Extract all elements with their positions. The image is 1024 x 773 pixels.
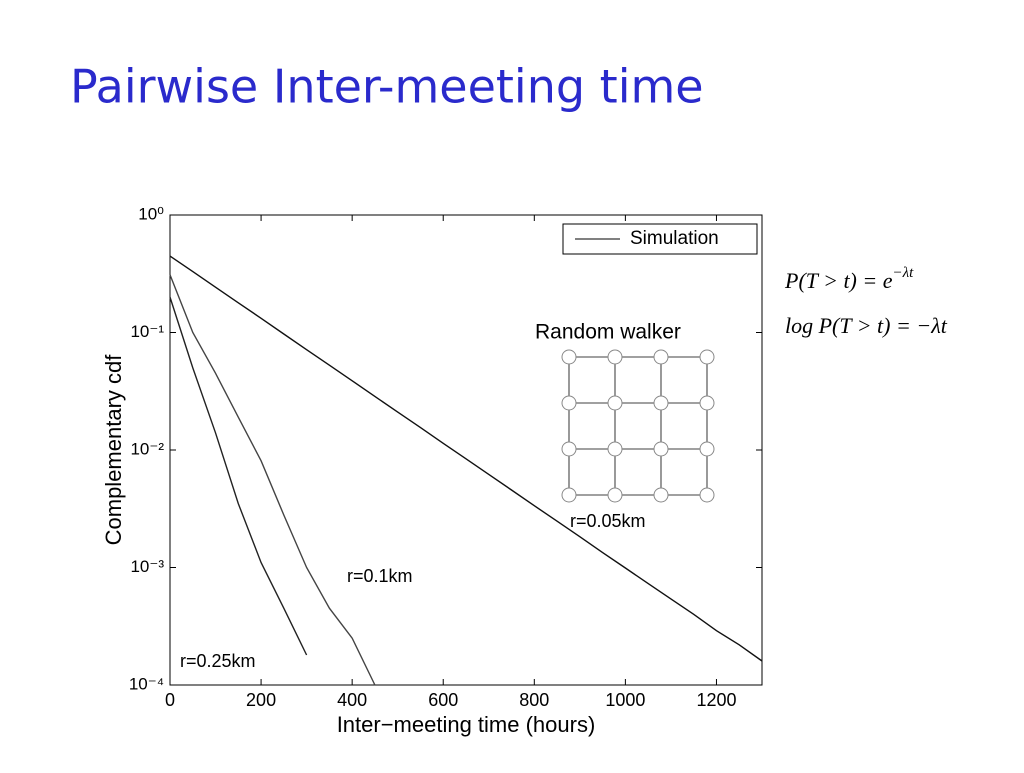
series-line (169, 255, 763, 662)
inset-title: Random walker (535, 321, 681, 344)
formula-base: P(T > t) = e (784, 268, 893, 293)
grid-node (607, 487, 623, 503)
grid-node (699, 441, 715, 457)
formula: log P(T > t) = −λt (785, 313, 948, 338)
series-line (169, 296, 308, 656)
series-label: r=0.05km (570, 511, 646, 531)
formula: P(T > t) = e−λt (784, 265, 914, 293)
grid-node (607, 349, 623, 365)
x-tick-label: 200 (246, 690, 276, 710)
grid-node (653, 441, 669, 457)
x-tick-label: 0 (165, 690, 175, 710)
random-walker-grid (561, 349, 715, 503)
grid-node (607, 395, 623, 411)
x-tick-label: 1200 (696, 690, 736, 710)
series-label: r=0.1km (347, 566, 413, 586)
grid-node (561, 441, 577, 457)
y-tick-label: 10⁻² (130, 439, 164, 458)
plot-frame (169, 214, 763, 686)
grid-node (699, 349, 715, 365)
grid-node (561, 487, 577, 503)
series-label: r=0.25km (180, 651, 256, 671)
grid-node (653, 487, 669, 503)
x-tick-label: 800 (519, 690, 549, 710)
y-tick-label: 10⁻⁴ (129, 674, 164, 693)
y-tick-label: 10⁰ (138, 204, 164, 223)
y-tick-label: 10⁻¹ (130, 322, 164, 341)
grid-node (699, 395, 715, 411)
x-tick-label: 400 (337, 690, 367, 710)
x-tick-label: 1000 (605, 690, 645, 710)
grid-node (607, 441, 623, 457)
grid-node (653, 395, 669, 411)
slide-title: Pairwise Inter-meeting time (70, 60, 704, 114)
y-axis-label: Complementary cdf (101, 354, 126, 546)
grid-node (561, 349, 577, 365)
x-tick-label: 600 (428, 690, 458, 710)
y-tick-label: 10⁻³ (130, 557, 164, 576)
x-axis-label: Inter−meeting time (hours) (337, 712, 596, 737)
series-line (169, 274, 376, 686)
grid-node (699, 487, 715, 503)
legend-label: Simulation (630, 228, 719, 249)
grid-node (561, 395, 577, 411)
grid-node (653, 349, 669, 365)
formula-sup: −λt (893, 265, 915, 281)
